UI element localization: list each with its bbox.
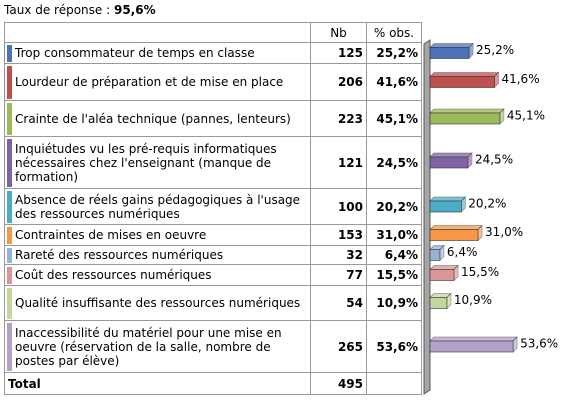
percent: 24,5% (366, 137, 421, 189)
bar (429, 200, 462, 213)
bar (429, 76, 495, 88)
bar (429, 112, 501, 125)
table: Nb% obs. Trop consommateur de temps en cl… (4, 22, 422, 395)
total-empty (366, 373, 421, 395)
percent: 25,2% (366, 43, 421, 64)
bar (429, 229, 479, 241)
category-label: Contraintes de mises en oeuvre (5, 225, 310, 246)
count: 100 (310, 189, 366, 225)
category-label: Absence de réels gains pédagogiques à l'… (5, 189, 310, 225)
bar-label: 31,0% (485, 225, 523, 239)
count: 125 (310, 43, 366, 64)
bar-top (429, 152, 473, 158)
bar-label: 10,9% (454, 293, 492, 307)
bar-top (429, 43, 474, 48)
percent: 6,4% (366, 246, 421, 265)
count: 77 (310, 265, 366, 286)
bar-label: 25,2% (476, 43, 514, 57)
swatch (7, 267, 12, 284)
bar-label: 45,1% (507, 109, 545, 123)
total-label: Total (8, 377, 41, 391)
percent: 20,2% (366, 189, 421, 225)
count: 32 (310, 246, 366, 265)
category-label: Qualité insuffisante des ressources numé… (5, 286, 310, 321)
category-label: Lourdeur de préparation et de mise en pl… (5, 64, 310, 101)
swatch (7, 191, 12, 223)
category-label: Inquiétudes vu les pré-requis informatiq… (5, 137, 310, 189)
percent: 41,6% (366, 64, 421, 101)
total: 495 (310, 373, 366, 395)
swatch (7, 288, 12, 319)
category-label: Trop consommateur de temps en classe (5, 43, 310, 64)
bar (429, 269, 455, 281)
swatch (7, 248, 12, 263)
percent: 10,9% (366, 286, 421, 321)
percent: 53,6% (366, 321, 421, 373)
count: 265 (310, 321, 366, 373)
swatch (7, 139, 12, 187)
bar (429, 297, 448, 309)
response-rate-value: 95,6% (113, 3, 156, 17)
percent: 45,1% (366, 101, 421, 137)
column-header: Nb (310, 23, 366, 43)
bar-top (429, 336, 518, 342)
header-empty (5, 23, 310, 43)
count: 54 (310, 286, 366, 321)
column-header: % obs. (366, 23, 421, 43)
bar (429, 156, 469, 169)
bar-top (429, 72, 500, 77)
swatch (7, 66, 12, 99)
category-label: Coût des ressources numériques (5, 265, 310, 286)
count: 153 (310, 225, 366, 246)
swatch (7, 323, 12, 371)
count: 223 (310, 101, 366, 137)
bar-label: 6,4% (447, 245, 478, 259)
bar-top (429, 196, 467, 202)
bar (429, 340, 514, 353)
bar-top (429, 225, 483, 230)
bar-label: 24,5% (475, 153, 513, 167)
count: 206 (310, 64, 366, 101)
bar (429, 249, 441, 261)
category-label: Inaccessibilité du matériel pour une mis… (5, 321, 310, 373)
category-label: Rareté des ressources numériques (5, 246, 310, 265)
bar-top (429, 108, 505, 114)
swatch (7, 103, 12, 135)
category-label: Crainte de l'aléa technique (pannes, len… (5, 101, 310, 137)
response-rate: Taux de réponse : 95,6% (4, 3, 156, 17)
bar-label: 53,6% (520, 337, 558, 351)
bar-label: 20,2% (468, 197, 506, 211)
swatch (7, 227, 12, 244)
bar-top (429, 265, 459, 270)
axis-wall (423, 39, 431, 395)
response-rate-label: Taux de réponse : (4, 3, 111, 17)
count: 121 (310, 137, 366, 189)
swatch (7, 45, 12, 62)
bar-label: 41,6% (501, 72, 539, 86)
bar (429, 47, 470, 59)
bar-label: 15,5% (461, 265, 499, 279)
percent: 15,5% (366, 265, 421, 286)
percent: 31,0% (366, 225, 421, 246)
